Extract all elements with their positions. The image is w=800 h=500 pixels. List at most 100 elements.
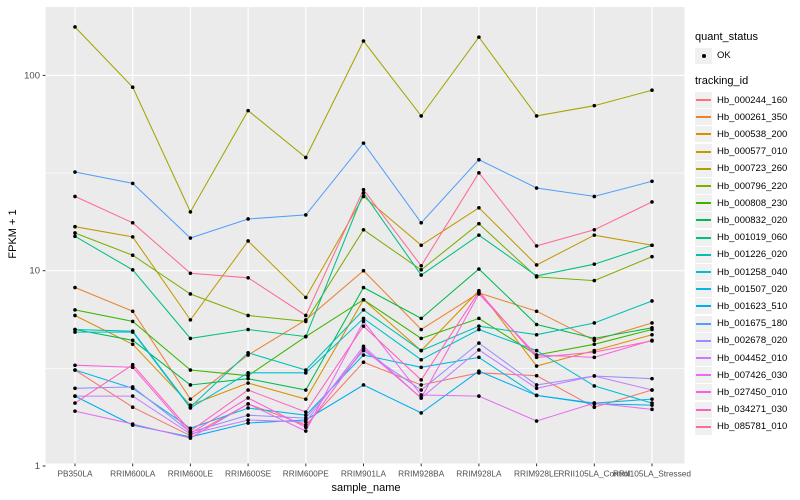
- x-tick-label: RRIM928LA: [456, 469, 502, 479]
- data-point: [188, 336, 193, 341]
- data-point: [592, 262, 597, 266]
- data-point: [477, 369, 481, 373]
- data-point: [73, 285, 77, 290]
- legend-line-swatch: [696, 185, 711, 188]
- data-point: [246, 373, 250, 378]
- data-point: [534, 274, 539, 278]
- data-point: [650, 388, 654, 392]
- legend-key-box: [695, 92, 712, 109]
- data-point: [592, 233, 597, 237]
- data-point: [304, 416, 308, 420]
- data-point: [419, 378, 424, 382]
- data-point: [650, 376, 654, 381]
- data-point: [477, 221, 481, 226]
- data-point: [246, 406, 250, 410]
- legend-item-Hb_000577_010: Hb_000577_010: [695, 143, 787, 160]
- data-point: [188, 406, 193, 410]
- data-point: [592, 355, 597, 360]
- data-point: [246, 371, 250, 375]
- data-point: [130, 309, 135, 314]
- x-tick-label: RRIM600LA: [110, 469, 156, 479]
- data-point: [188, 236, 193, 240]
- legend-item-label: Hb_001507_020: [717, 283, 788, 295]
- data-point: [130, 385, 135, 389]
- data-point: [650, 254, 654, 259]
- data-point: [188, 210, 193, 214]
- legend-item-label: Hb_000244_160: [717, 94, 788, 106]
- data-point: [246, 413, 250, 418]
- data-point: [419, 388, 424, 392]
- data-point: [592, 374, 597, 378]
- data-point: [130, 362, 135, 367]
- legend-item-Hb_027450_010: Hb_027450_010: [695, 384, 787, 401]
- data-point: [246, 313, 250, 318]
- data-point: [361, 39, 366, 43]
- legend-key-box: [695, 384, 712, 401]
- legend-item-label: OK: [717, 50, 731, 62]
- data-point: [477, 327, 481, 332]
- data-point: [477, 348, 481, 352]
- data-point: [534, 355, 539, 360]
- legend-item-Hb_004452_010: Hb_004452_010: [695, 350, 787, 367]
- data-point: [246, 396, 250, 400]
- legend-key-box: [695, 126, 712, 143]
- data-point: [534, 373, 539, 378]
- legend-item-label: Hb_085781_010: [717, 421, 788, 433]
- legend-line-swatch: [696, 253, 711, 256]
- data-point: [650, 326, 654, 330]
- legend-line-swatch: [696, 288, 711, 291]
- legend-item-Hb_001507_020: Hb_001507_020: [695, 281, 787, 298]
- legend-item-label: Hb_002678_020: [717, 335, 788, 347]
- x-tick-label: RRII105LA_Control: [558, 469, 630, 479]
- data-point: [73, 330, 77, 334]
- data-point: [592, 227, 597, 232]
- data-point: [477, 324, 481, 328]
- data-point: [534, 322, 539, 327]
- data-point: [650, 243, 654, 248]
- point-icon: [701, 53, 706, 58]
- data-point: [73, 386, 77, 391]
- data-point: [73, 194, 77, 199]
- legend-line-swatch: [696, 99, 711, 102]
- legend-key-box: [695, 298, 712, 315]
- data-point: [534, 332, 539, 337]
- data-point: [304, 368, 308, 372]
- data-point: [534, 186, 539, 190]
- legend-line-swatch: [696, 202, 711, 205]
- legend-item-label: Hb_000832_020: [717, 214, 788, 226]
- data-point: [419, 383, 424, 387]
- data-point: [477, 267, 481, 271]
- data-point: [130, 253, 135, 258]
- legend-line-swatch: [696, 305, 711, 308]
- legend-item-Hb_001258_040: Hb_001258_040: [695, 264, 787, 281]
- legend-key-box: [695, 212, 712, 229]
- data-point: [534, 348, 539, 353]
- data-point: [534, 364, 539, 368]
- data-point: [477, 171, 481, 175]
- data-point: [361, 360, 366, 365]
- legend-item-Hb_001623_510: Hb_001623_510: [695, 298, 787, 315]
- data-point: [130, 268, 135, 272]
- legend-item-Hb_001226_020: Hb_001226_020: [695, 246, 787, 263]
- legend-item-label: Hb_001258_040: [717, 266, 788, 278]
- legend-line-swatch: [696, 167, 711, 170]
- data-point: [304, 425, 308, 430]
- data-point: [304, 397, 308, 401]
- data-point: [534, 419, 539, 423]
- data-point: [361, 285, 366, 290]
- x-tick-label: RRIM928LE: [514, 469, 560, 479]
- data-point: [419, 263, 424, 268]
- legend-line-swatch: [696, 357, 711, 360]
- data-point: [650, 332, 654, 337]
- data-point: [650, 321, 654, 325]
- data-point: [304, 429, 308, 433]
- legend-item-label: Hb_000261_350: [717, 111, 788, 123]
- data-point: [361, 308, 366, 312]
- data-point: [246, 418, 250, 422]
- data-point: [419, 243, 424, 248]
- legend-item-Hb_001675_180: Hb_001675_180: [695, 315, 787, 332]
- legend-key-box: [695, 350, 712, 367]
- data-point: [534, 114, 539, 118]
- data-point: [188, 429, 193, 433]
